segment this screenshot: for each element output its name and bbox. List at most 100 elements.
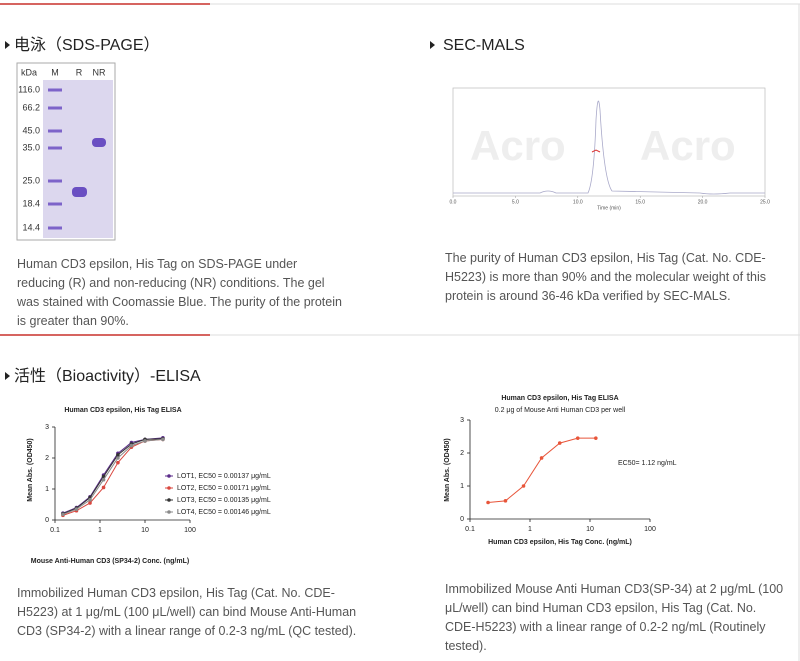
x-tick-label: 10 [586, 526, 594, 533]
chart-title: Human CD3 epsilon, His Tag ELISA [501, 395, 618, 402]
ladder-band [48, 106, 62, 110]
ladder-band [48, 202, 62, 206]
legend-label: LOT3, EC50 = 0.00135 μg/mL [177, 497, 271, 504]
watermark: Acro [640, 122, 736, 169]
lane-label: kDa [21, 67, 37, 77]
section-title: 电泳（SDS-PAGE） [14, 36, 160, 54]
description: Immobilized Human CD3 epsilon, His Tag (… [17, 586, 357, 638]
x-tick-label: 100 [644, 526, 656, 533]
data-point [88, 498, 92, 502]
chart-subtitle: 0.2 μg of Mouse Anti Human CD3 per well [495, 407, 626, 414]
legend-marker [167, 486, 171, 490]
gel [43, 80, 113, 238]
marker-label: 35.0 [22, 142, 40, 152]
bullet [5, 372, 10, 380]
series-line [62, 438, 163, 515]
y-axis-label: Mean Abs. (OD450) [27, 438, 34, 502]
description: Human CD3 epsilon, His Tag on SDS-PAGE u… [17, 257, 342, 328]
data-point [503, 499, 508, 503]
series-line [488, 437, 596, 503]
x-axis-label: Mouse Anti-Human CD3 (SP34-2) Conc. (ng/… [31, 558, 189, 565]
x-tick-label: 5.0 [512, 199, 519, 205]
x-tick-label: 1 [98, 527, 102, 534]
legend-label: LOT4, EC50 = 0.00146 μg/mL [177, 509, 271, 516]
x-tick-label: 10 [141, 527, 149, 534]
section-title: 活性（Bioactivity）-ELISA [14, 367, 201, 385]
lane-label: NR [93, 67, 106, 77]
data-point [116, 460, 120, 465]
description: The purity of Human CD3 epsilon, His Tag… [445, 251, 767, 303]
description: Immobilized Mouse Anti Human CD3(SP-34) … [445, 582, 784, 653]
legend-marker [167, 474, 171, 478]
x-tick-label: 0.0 [450, 199, 457, 205]
data-point [101, 477, 106, 482]
y-tick-label: 2 [460, 450, 464, 457]
marker-label: 45.0 [22, 125, 40, 135]
x-axis-label: Human CD3 epsilon, His Tag Conc. (ng/mL) [488, 539, 632, 546]
marker-label: 116.0 [18, 84, 40, 94]
legend-label: LOT2, EC50 = 0.00171 μg/mL [177, 485, 271, 492]
data-point [74, 507, 79, 511]
data-point [161, 437, 165, 442]
x-tick-label: 15.0 [635, 199, 645, 205]
series-line [62, 438, 163, 515]
data-point [539, 456, 544, 460]
marker-label: 25.0 [22, 175, 40, 185]
data-point [557, 441, 562, 445]
x-tick-label: 100 [184, 527, 196, 534]
band [72, 187, 87, 197]
series-line [62, 437, 163, 514]
y-tick-label: 0 [45, 517, 49, 524]
y-tick-label: 2 [45, 455, 49, 462]
marker-label: 14.4 [22, 222, 40, 232]
ladder-band [48, 179, 62, 183]
data-point [575, 436, 580, 440]
legend-label: LOT1, EC50 = 0.00137 μg/mL [177, 473, 271, 480]
data-point [486, 500, 490, 505]
data-point [129, 443, 134, 448]
band [92, 138, 106, 147]
plot-frame [452, 87, 766, 197]
series-line [62, 438, 163, 516]
x-tick-label: 10.0 [573, 199, 583, 205]
data-point [116, 456, 120, 460]
ladder-band [48, 129, 62, 133]
data-point [143, 439, 147, 443]
watermark: Acro [470, 122, 566, 169]
y-tick-label: 1 [45, 486, 49, 493]
y-tick-label: 3 [460, 417, 464, 424]
y-tick-label: 0 [460, 516, 464, 523]
chart-title: Human CD3 epsilon, His Tag ELISA [64, 407, 181, 414]
x-axis-label: Time (min) [597, 205, 621, 211]
x-tick-label: 25.0 [760, 199, 770, 205]
ladder-band [48, 226, 62, 230]
x-tick-label: 1 [528, 526, 532, 533]
section-title: SEC-MALS [443, 37, 525, 54]
x-tick-label: 0.1 [465, 526, 475, 533]
trace [453, 100, 765, 195]
data-point [61, 512, 65, 517]
y-tick-label: 3 [45, 424, 49, 431]
x-tick-label: 20.0 [698, 199, 708, 205]
y-tick-label: 1 [460, 483, 464, 490]
data-point [594, 436, 598, 440]
ladder-band [48, 88, 62, 92]
data-point [88, 501, 92, 505]
bullet [5, 41, 10, 49]
data-point [521, 484, 526, 488]
ladder-band [48, 146, 62, 150]
marker-label: 66.2 [22, 102, 40, 112]
bullet [430, 41, 435, 49]
mass-trace [591, 149, 601, 153]
legend-marker [167, 498, 171, 502]
data-point [116, 453, 120, 457]
data-point [101, 485, 106, 490]
annotation: EC50= 1.12 ng/mL [618, 460, 677, 467]
marker-label: 18.4 [22, 198, 40, 208]
y-axis-label: Mean Abs. (OD450) [444, 438, 451, 502]
lane-label: R [76, 67, 83, 77]
